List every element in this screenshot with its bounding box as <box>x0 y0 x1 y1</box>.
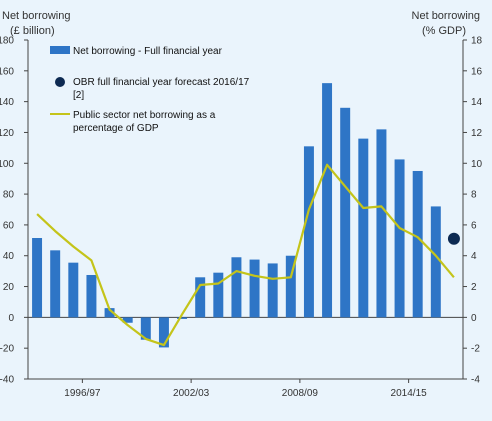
left-tick-label: 100 <box>0 159 14 170</box>
right-tick-label: 8 <box>471 190 477 201</box>
bar <box>303 146 314 318</box>
left-tick-label: 120 <box>0 128 14 139</box>
left-tick-label: -40 <box>0 375 14 386</box>
left-tick-label: 140 <box>0 97 14 108</box>
right-axis-ticks: -4 -2 0 2 4 6 8 10 12 14 16 18 <box>462 36 483 386</box>
right-tick-label: -4 <box>471 375 480 386</box>
bar <box>122 317 133 323</box>
bar <box>213 272 224 318</box>
right-tick-label: 12 <box>471 128 483 139</box>
right-tick-label: 10 <box>471 159 483 170</box>
bar <box>140 317 151 340</box>
bar <box>285 255 296 318</box>
legend: Net borrowing - Full financial year OBR … <box>50 46 250 134</box>
legend-point-label-line2: [2] <box>73 90 84 101</box>
left-tick-label: 80 <box>3 190 15 201</box>
bar <box>158 317 169 348</box>
bar <box>86 274 97 318</box>
x-tick-label: 1996/97 <box>64 388 101 399</box>
gdp-percentage-line <box>36 163 455 347</box>
bar <box>358 138 369 318</box>
line-series <box>36 163 455 347</box>
bar <box>249 259 260 318</box>
right-tick-label: 14 <box>471 97 483 108</box>
forecast-point-series <box>447 232 460 245</box>
bar <box>32 238 43 318</box>
right-tick-label: 16 <box>471 66 483 77</box>
left-tick-label: -20 <box>0 344 14 355</box>
bar <box>267 263 278 318</box>
legend-point-swatch <box>55 77 65 87</box>
bar <box>430 206 441 318</box>
right-tick-label: 2 <box>471 282 477 293</box>
x-axis-tick-labels: 1996/97 2002/03 2008/09 2014/15 <box>28 378 463 399</box>
bar <box>68 262 79 318</box>
bar <box>394 159 405 318</box>
right-axis-title-line1: Net borrowing <box>412 10 480 22</box>
right-tick-label: 6 <box>471 220 477 231</box>
legend-bar-swatch <box>50 46 70 54</box>
legend-point-label-line1: OBR full financial year forecast 2016/17 <box>73 77 250 88</box>
legend-bar-label: Net borrowing - Full financial year <box>73 46 223 57</box>
left-tick-label: 180 <box>0 36 14 47</box>
bar <box>412 170 423 318</box>
x-tick-label: 2008/09 <box>282 388 319 399</box>
left-tick-label: 0 <box>8 313 14 324</box>
right-tick-label: 18 <box>471 36 483 47</box>
x-tick-label: 2014/15 <box>391 388 428 399</box>
right-tick-label: 4 <box>471 251 477 262</box>
bar <box>322 83 333 318</box>
left-tick-label: 40 <box>3 251 15 262</box>
bar <box>231 257 242 318</box>
bar <box>177 317 188 319</box>
x-tick-label: 2002/03 <box>173 388 210 399</box>
bar <box>195 277 206 318</box>
left-tick-label: 20 <box>3 282 15 293</box>
legend-line-label-line2: percentage of GDP <box>73 123 159 134</box>
legend-line-label-line1: Public sector net borrowing as a <box>73 110 216 121</box>
bar <box>50 250 61 318</box>
right-axis-title-line2: (% GDP) <box>422 25 466 37</box>
right-tick-label: -2 <box>471 344 480 355</box>
bar <box>340 107 351 318</box>
bar-series <box>32 83 441 348</box>
left-axis-title-line2: (£ billion) <box>10 25 55 37</box>
left-axis-ticks: -40 -20 0 20 40 60 80 100 120 140 160 180 <box>0 36 29 386</box>
left-tick-label: 160 <box>0 66 14 77</box>
left-tick-label: 60 <box>3 220 15 231</box>
bar <box>104 308 115 318</box>
forecast-point <box>447 232 460 245</box>
left-axis-title-line1: Net borrowing <box>2 10 70 22</box>
right-tick-label: 0 <box>471 313 477 324</box>
bar <box>376 129 387 318</box>
